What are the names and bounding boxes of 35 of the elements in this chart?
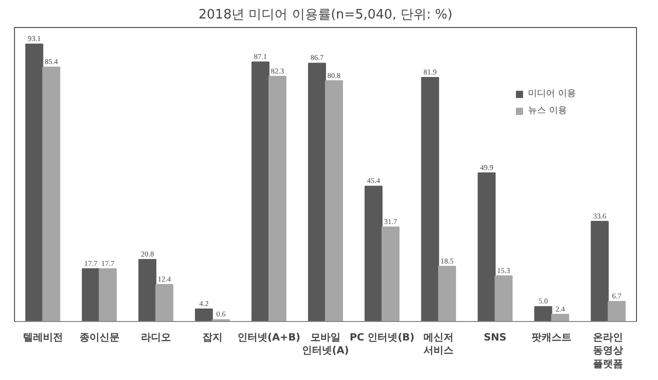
bar [325,80,343,322]
x-tick-label: 라디오 [140,332,171,344]
x-tick-label: 종이신문 [79,332,120,344]
bar [478,172,496,322]
x-tick-label: 텔레비전 [22,332,63,344]
bar [251,62,270,322]
bar [494,275,513,322]
bar [608,301,626,322]
bar [138,259,156,322]
legend-label: 미디어 이용 [528,88,576,100]
x-tick-label: SNS [484,332,507,344]
bar [551,314,570,322]
x-tick-label: 메신저 서비스 [424,332,454,357]
bar [194,308,213,322]
bar [590,220,609,322]
bar [25,44,44,322]
bar [438,266,456,322]
x-tick-label: PC 인터넷(B) [350,332,415,344]
bar [82,268,100,322]
bar [534,306,552,322]
bar [268,76,286,322]
bar [98,268,117,322]
bar [308,62,326,322]
x-tick-label: 잡지 [202,332,222,344]
x-tick-label: 온라인 동영상 플랫폼 [593,332,624,370]
bar [382,226,400,322]
bar [364,186,383,322]
bar [42,66,60,322]
x-tick-label: 모바일 인터넷(A) [302,332,349,357]
x-tick-label: 팟캐스트 [532,332,572,344]
legend-label: 뉴스 이용 [528,105,567,117]
x-tick-label: 인터넷(A+B) [238,332,300,344]
chart-title: 2018년 미디어 이용률(n=5,040, 단위: %) [198,8,452,22]
bar [421,77,440,322]
bar [155,284,174,322]
